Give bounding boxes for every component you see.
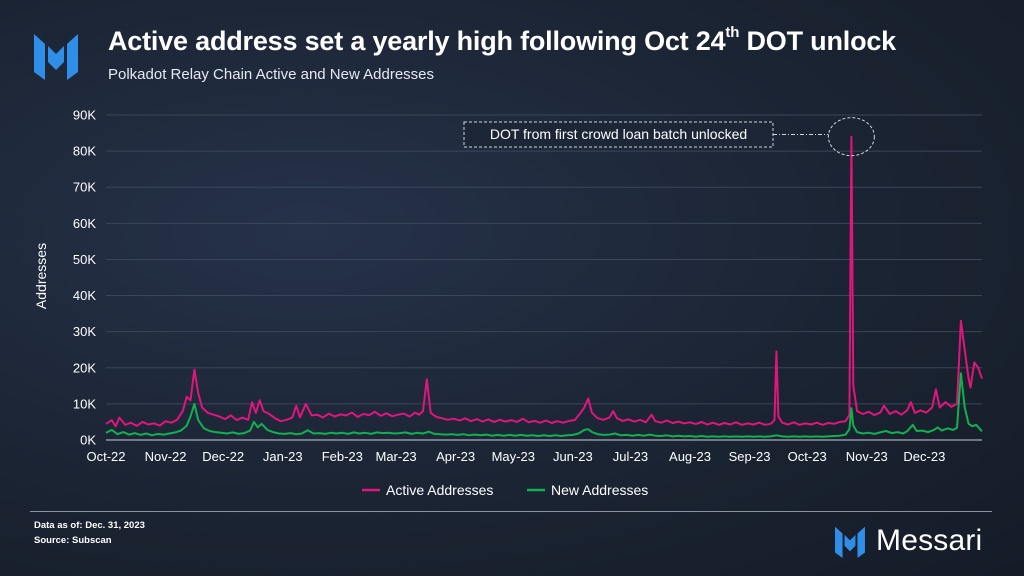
x-tick-label: May-23 (492, 449, 535, 464)
x-axis: Oct-22 Nov-22 Dec-22 Jan-23 Feb-23 Mar-23 Apr-… (86, 449, 945, 464)
y-tick-label: 0K (80, 433, 96, 448)
brand-name: Messari (876, 524, 983, 557)
x-tick-label: Mar-23 (375, 449, 416, 464)
x-tick-label: Oct-23 (788, 449, 827, 464)
y-axis-label: Addresses (33, 243, 49, 309)
legend: Active Addresses New Addresses (362, 482, 648, 498)
x-tick-label: Sep-23 (729, 449, 771, 464)
y-tick-label: 50K (73, 252, 96, 267)
y-tick-label: 10K (73, 396, 96, 411)
y-tick-label: 90K (73, 108, 96, 123)
grid-lines (106, 114, 982, 441)
y-tick-label: 40K (73, 288, 96, 303)
annotation: DOT from first crowd loan batch unlocked (463, 117, 875, 157)
line-chart: 0K 10K 20K 30K 40K 50K 60K 70K 80K 90K Oct-22 Nov-… (33, 108, 983, 498)
x-tick-label: Dec-23 (903, 449, 945, 464)
y-tick-label: 80K (73, 144, 96, 159)
x-tick-label: Jul-23 (613, 449, 648, 464)
x-tick-label: Dec-22 (202, 449, 244, 464)
x-tick-label: Nov-22 (145, 449, 187, 464)
y-tick-label: 60K (73, 216, 96, 231)
messari-logo-icon (34, 34, 78, 80)
y-tick-label: 70K (73, 180, 96, 195)
brand-logo: Messari (834, 524, 982, 558)
series-lines (105, 135, 983, 438)
x-tick-label: Nov-23 (846, 449, 888, 464)
new-addresses-line (105, 372, 983, 438)
x-tick-label: Jun-23 (553, 449, 593, 464)
data-as-of-note: Data as of: Dec. 31, 2023 (34, 520, 145, 531)
y-tick-label: 20K (73, 360, 96, 375)
source-note: Source: Subscan (34, 535, 112, 546)
x-tick-label: Jan-23 (263, 449, 303, 464)
chart-title: Active address set a yearly high followi… (108, 24, 896, 56)
x-tick-label: Aug-23 (669, 449, 711, 464)
x-tick-label: Apr-23 (436, 449, 475, 464)
chart-subtitle: Polkadot Relay Chain Active and New Addr… (108, 66, 435, 83)
y-tick-label: 30K (73, 324, 96, 339)
footer-divider (30, 511, 992, 512)
x-tick-label: Feb-23 (322, 449, 363, 464)
active-addresses-line (105, 135, 983, 428)
annotation-circle (827, 117, 875, 157)
legend-label: New Addresses (551, 482, 648, 498)
x-tick-label: Oct-22 (86, 449, 125, 464)
annotation-box (463, 121, 774, 148)
legend-label: Active Addresses (386, 482, 493, 498)
messari-logo-icon (835, 526, 865, 558)
y-axis: 0K 10K 20K 30K 40K 50K 60K 70K 80K 90K (73, 108, 96, 448)
annotation-text: DOT from first crowd loan batch unlocked (490, 126, 747, 142)
